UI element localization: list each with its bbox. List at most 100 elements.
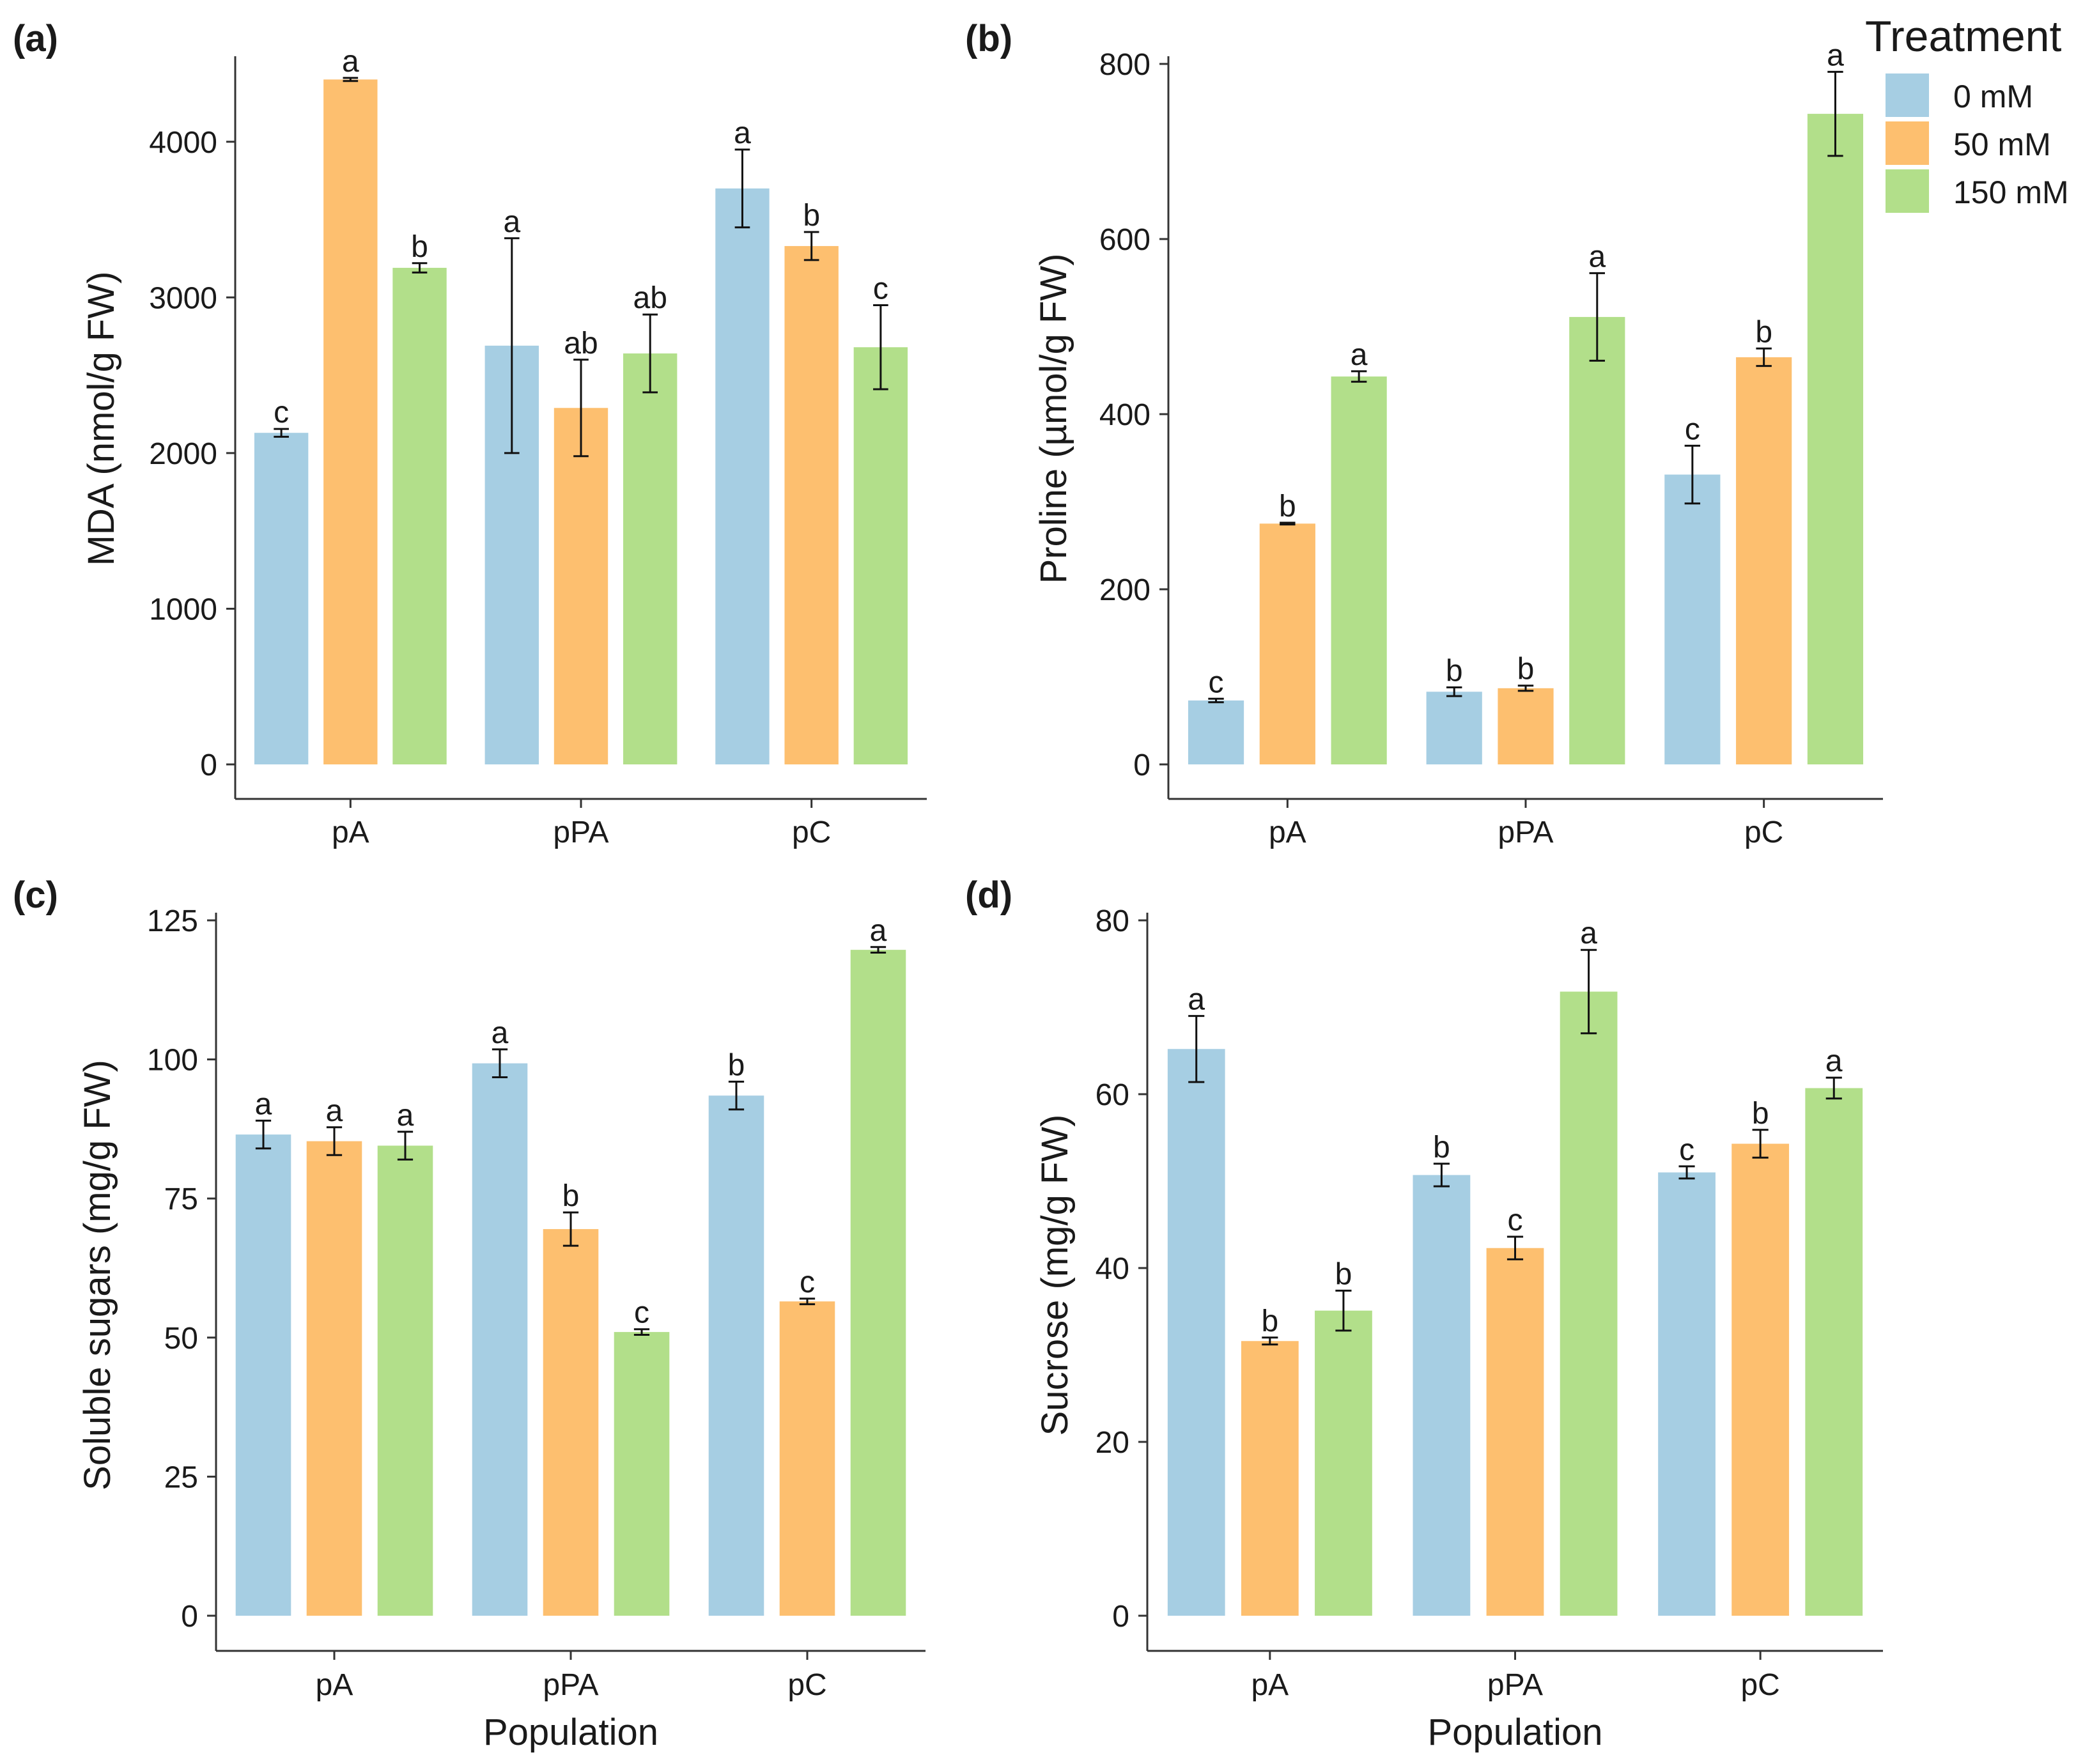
panel-b-pc-0-mm-bar	[1664, 474, 1721, 764]
panel-c-y-tick-label: 50	[164, 1322, 198, 1356]
panel-c-pa-0-mm-bar	[235, 1134, 291, 1616]
panel-d-ppa-0-mm-bar	[1413, 1175, 1471, 1616]
panel-a-y-tick-label: 4000	[149, 126, 217, 160]
panel-c-category-label-pa: pA	[316, 1668, 353, 1702]
panel-b-category-label-ppa: pPA	[1498, 816, 1553, 849]
panel-d-pa-0-mm-significance-label: a	[1188, 983, 1205, 1017]
panel-c-category-label-ppa: pPA	[543, 1668, 598, 1702]
panel-c: (c) 0 25 50 75 100 125 Soluble sugars (mg/g FW)…	[13, 874, 926, 1753]
panel-b-y-tick-label: 0	[1133, 748, 1150, 782]
panel-a-pc-0-mm-bar	[715, 188, 770, 764]
panel-d-ppa-0-mm-significance-label: b	[1433, 1131, 1450, 1164]
panel-c-pa-50-mm-significance-label: a	[326, 1094, 343, 1128]
panel-a-pc-50-mm-significance-label: b	[803, 199, 820, 233]
panel-a-ppa-0-mm-significance-label: a	[503, 205, 520, 239]
panel-c-category-label-pc: pC	[787, 1668, 826, 1702]
panel-b-y-tick-label: 400	[1099, 398, 1150, 432]
panel-d-pa-50-mm-significance-label: b	[1261, 1304, 1278, 1338]
panel-a-pc-50-mm-bar	[784, 245, 839, 765]
panel-b-category-label-pc: pC	[1744, 816, 1783, 849]
panel-c-ppa-0-mm-significance-label: a	[492, 1016, 509, 1050]
panel-d-pa-50-mm-bar	[1241, 1341, 1299, 1616]
panel-c-pa-0-mm-significance-label: a	[255, 1087, 272, 1121]
panel-a-pa-150-mm-significance-label: b	[411, 230, 428, 264]
panel-c-pc-150-mm-significance-label: a	[870, 914, 887, 948]
panel-b-y-tick-label: 600	[1099, 223, 1150, 257]
legend: Treatment 0 mM 50 mM 150 mM	[1865, 12, 2069, 213]
panel-c-pc-50-mm-significance-label: c	[800, 1265, 815, 1299]
panel-d-ppa-150-mm-significance-label: a	[1580, 917, 1597, 950]
panel-b-y-tick-label: 200	[1099, 573, 1150, 607]
panel-b-pc-50-mm-significance-label: b	[1755, 315, 1772, 349]
panel-d-x-title: Population	[1427, 1712, 1602, 1753]
panel-d-pc-150-mm-significance-label: a	[1825, 1044, 1843, 1078]
panel-a-y-tick-label: 0	[200, 748, 217, 782]
panel-c-pa-150-mm-significance-label: a	[397, 1099, 414, 1133]
panel-c-pa-50-mm-bar	[306, 1141, 362, 1616]
panel-b-ppa-50-mm-significance-label: b	[1517, 653, 1535, 686]
panel-b-ppa-50-mm-bar	[1498, 688, 1554, 764]
legend-label-150mm: 150 mM	[1953, 174, 2069, 210]
panel-d-category-label-pa: pA	[1251, 1668, 1289, 1702]
panel-a-ppa-150-mm-significance-label: ab	[633, 281, 667, 315]
panel-b-ppa-0-mm-significance-label: b	[1446, 654, 1463, 688]
panel-d-label: (d)	[965, 874, 1012, 916]
panel-a-ppa-50-mm-significance-label: ab	[564, 327, 598, 360]
panel-a-pa-50-mm-significance-label: a	[342, 45, 359, 79]
panel-b-category-label-pa: pA	[1269, 816, 1306, 849]
panel-c-y-title: Soluble sugars (mg/g FW)	[77, 1060, 118, 1490]
panel-a-pa-50-mm-bar	[323, 79, 378, 764]
legend-item-150mm: 150 mM	[1886, 169, 2069, 213]
panel-b-ppa-150-mm-bar	[1569, 316, 1625, 764]
panel-b-pa-150-mm-significance-label: a	[1351, 338, 1368, 372]
panel-a-pa-150-mm-bar	[392, 268, 447, 765]
panel-c-ppa-50-mm-significance-label: b	[562, 1179, 580, 1213]
panel-c-pa-150-mm-bar	[377, 1145, 433, 1616]
panel-b-pc-50-mm-bar	[1736, 357, 1792, 764]
legend-item-0mm: 0 mM	[1886, 74, 2033, 117]
panel-c-ppa-50-mm-bar	[543, 1229, 599, 1616]
panel-c-y-tick-label: 75	[164, 1182, 198, 1216]
panel-d: (d) 0 20 40 60 80 Sucrose (mg/g FW) pA a b b pPA b c a…	[965, 874, 1883, 1753]
panel-c-ppa-150-mm-significance-label: c	[634, 1296, 649, 1330]
panel-a-label: (a)	[13, 18, 58, 59]
panel-d-pc-0-mm-bar	[1658, 1172, 1716, 1616]
panel-b-pa-0-mm-significance-label: c	[1209, 665, 1224, 699]
panel-a-y-tick-label: 2000	[149, 437, 217, 471]
panel-c-y-tick-label: 125	[147, 904, 198, 938]
panel-a-category-label-pa: pA	[332, 816, 369, 849]
panel-d-y-tick-label: 60	[1096, 1078, 1129, 1112]
panel-b-pa-50-mm-bar	[1259, 523, 1315, 764]
legend-label-0mm: 0 mM	[1953, 79, 2033, 114]
panel-c-ppa-0-mm-bar	[472, 1063, 528, 1616]
panel-c-pc-0-mm-bar	[708, 1095, 764, 1616]
panel-d-pa-150-mm-significance-label: b	[1335, 1257, 1352, 1291]
panel-a-pc-0-mm-significance-label: a	[734, 116, 751, 150]
panel-d-pc-50-mm-significance-label: b	[1752, 1097, 1769, 1131]
panel-c-y-tick-label: 25	[164, 1460, 198, 1494]
panel-c-pc-50-mm-bar	[779, 1301, 835, 1616]
panel-d-pa-150-mm-bar	[1315, 1310, 1372, 1616]
panel-d-y-tick-label: 0	[1112, 1600, 1129, 1634]
panel-a-ppa-50-mm-bar	[554, 408, 608, 764]
panel-c-pc-150-mm-bar	[850, 950, 906, 1616]
panel-b-y-tick-label: 800	[1099, 48, 1150, 82]
panel-d-ppa-150-mm-bar	[1560, 991, 1618, 1616]
panel-d-category-label-pc: pC	[1740, 1668, 1779, 1702]
legend-swatch-0mm	[1886, 74, 1929, 117]
panel-b-pa-150-mm-bar	[1331, 376, 1387, 764]
legend-swatch-50mm	[1886, 121, 1929, 165]
panel-c-ppa-150-mm-bar	[614, 1332, 670, 1616]
panel-a-pc-150-mm-bar	[853, 347, 908, 764]
panel-c-y-tick-label: 100	[147, 1044, 198, 1078]
panel-d-category-label-ppa: pPA	[1487, 1668, 1543, 1702]
panel-a-pa-0-mm-significance-label: c	[274, 396, 289, 429]
panel-c-pc-0-mm-significance-label: b	[728, 1048, 745, 1082]
panel-b-y-title: Proline (µmol/g FW)	[1033, 254, 1074, 584]
panel-d-pc-0-mm-significance-label: c	[1679, 1133, 1694, 1167]
panel-a-category-label-pc: pC	[792, 816, 831, 849]
legend-label-50mm: 50 mM	[1953, 127, 2051, 162]
